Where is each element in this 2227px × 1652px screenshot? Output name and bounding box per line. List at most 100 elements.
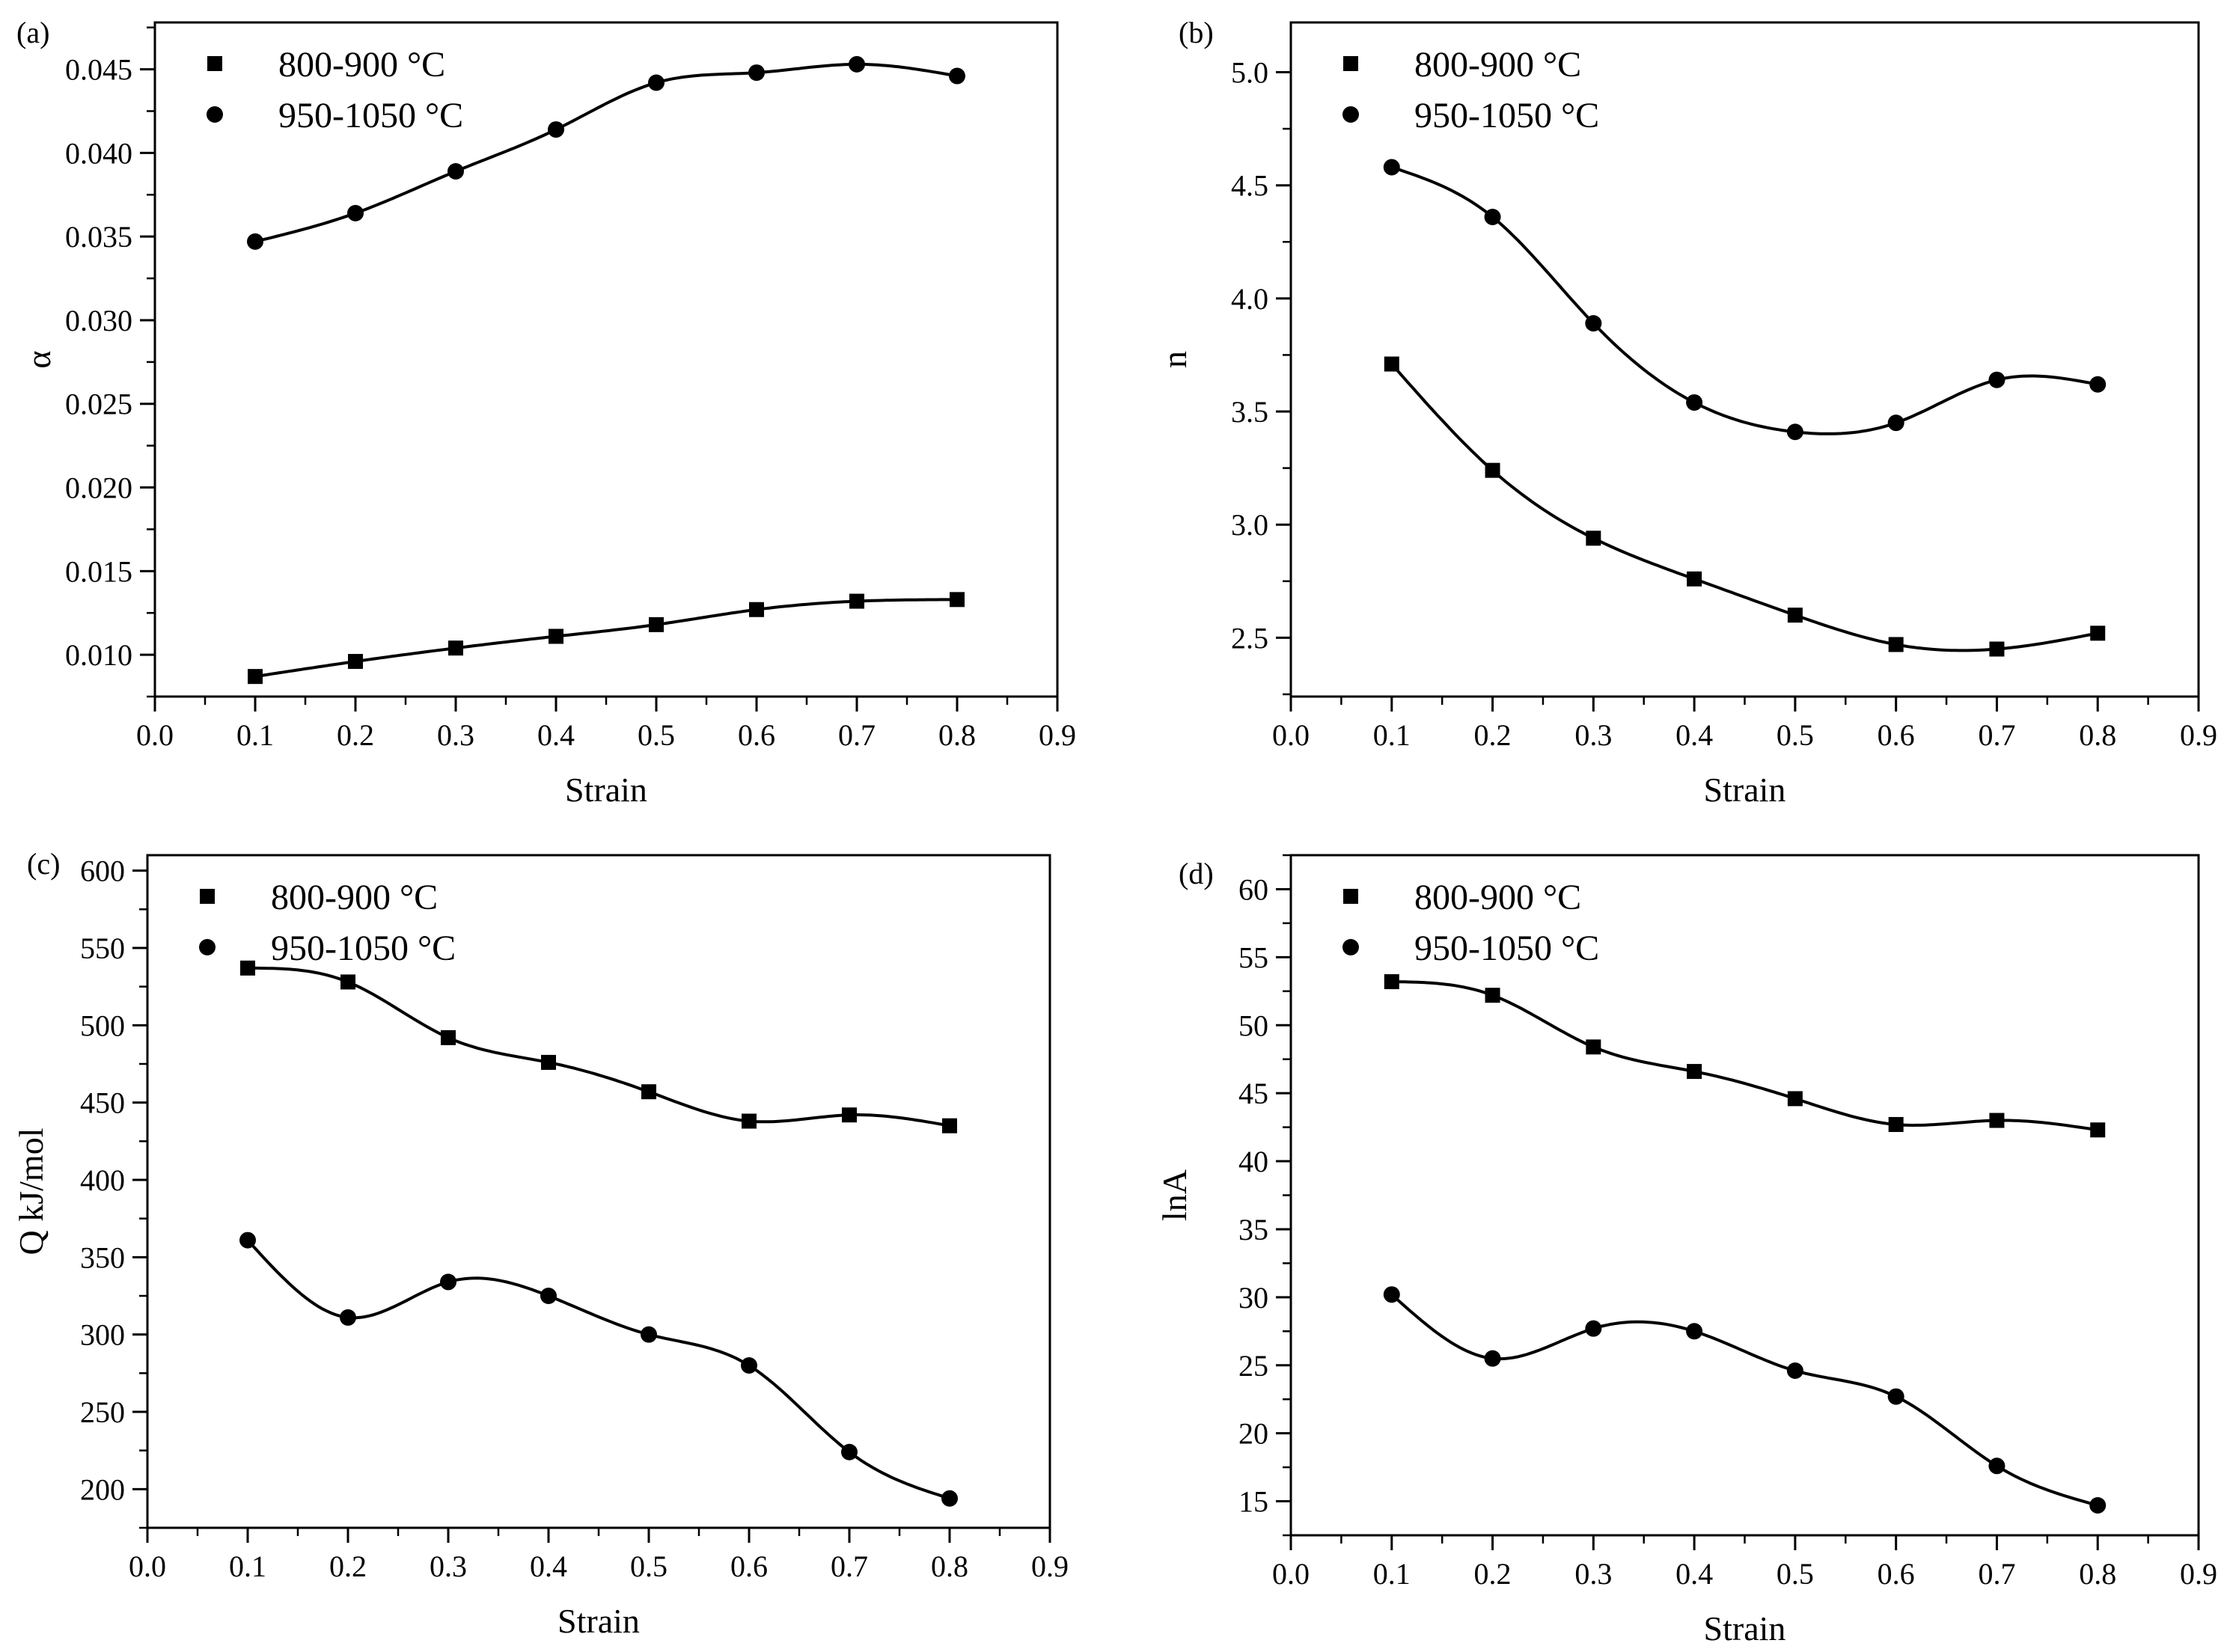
- data-point-circle: [1686, 394, 1703, 411]
- data-point-circle: [1786, 1362, 1803, 1380]
- y-tick-label: 400: [80, 1163, 125, 1197]
- data-point-circle: [1585, 315, 1602, 332]
- data-point-circle: [440, 1273, 456, 1291]
- data-point-circle: [748, 64, 765, 82]
- data-point-circle: [849, 55, 865, 73]
- data-point-square: [1787, 608, 1803, 623]
- data-point-square: [340, 974, 355, 990]
- y-tick-label: 2.5: [1231, 621, 1268, 655]
- data-point-square: [1586, 1039, 1601, 1055]
- y-tick-label: 35: [1238, 1213, 1268, 1246]
- y-tick-label: 500: [80, 1009, 125, 1042]
- data-point-circle: [941, 1490, 958, 1507]
- panel-label: (b): [1179, 16, 1214, 49]
- x-tick-label: 0.4: [530, 1549, 567, 1583]
- x-tick-label: 0.0: [136, 718, 174, 752]
- x-tick-label: 0.4: [1675, 1557, 1713, 1591]
- data-point-square: [749, 602, 764, 617]
- x-tick-label: 0.6: [730, 1549, 768, 1583]
- x-tick-label: 0.1: [236, 718, 274, 752]
- x-tick-label: 0.1: [1373, 718, 1411, 752]
- data-point-square: [641, 1084, 656, 1100]
- x-tick-label: 0.4: [1675, 718, 1713, 752]
- x-tick-label: 0.0: [129, 1549, 166, 1583]
- y-tick-label: 4.0: [1231, 282, 1268, 316]
- data-point-circle: [548, 121, 564, 138]
- data-point-square: [1384, 356, 1399, 372]
- data-point-circle: [347, 204, 364, 221]
- legend-marker-circle: [1342, 106, 1359, 123]
- data-point-circle: [641, 1326, 657, 1343]
- y-tick-label: 200: [80, 1472, 125, 1506]
- data-point-circle: [1988, 1457, 2005, 1475]
- x-tick-label: 0.8: [931, 1549, 968, 1583]
- data-point-circle: [2089, 376, 2107, 393]
- chart-panel-a: (a) 0.0 0.1 0.2 0.3 0.4 0.5 0.6 0.7 0.8 0.9 0.010 0.…: [16, 16, 1076, 809]
- data-point-square: [1989, 641, 2005, 657]
- y-tick-label: 60: [1238, 872, 1268, 906]
- x-tick-label: 0.8: [2079, 1557, 2116, 1591]
- data-point-square: [541, 1054, 556, 1070]
- x-tick-label: 0.5: [630, 1549, 668, 1583]
- data-point-square: [549, 628, 563, 644]
- y-tick-label: 0.040: [65, 136, 132, 170]
- data-point-square: [2090, 625, 2106, 641]
- fit-curve: [246, 1239, 950, 1500]
- y-tick-label: 0.020: [65, 471, 132, 505]
- y-axis-label: n: [1155, 351, 1194, 368]
- legend-label: 800-900 °C: [271, 878, 438, 917]
- x-tick-label: 0.1: [229, 1549, 266, 1583]
- x-tick-label: 0.6: [738, 718, 775, 752]
- x-tick-label: 0.6: [1878, 718, 1915, 752]
- y-tick-label: 20: [1238, 1417, 1268, 1451]
- legend-label: 800-900 °C: [278, 45, 445, 85]
- series-800-900: [1384, 356, 2106, 657]
- x-tick-label: 0.3: [430, 1549, 467, 1583]
- panel-label: (a): [16, 16, 49, 49]
- legend-label: 950-1050 °C: [278, 96, 463, 135]
- data-point-square: [942, 1118, 957, 1134]
- data-point-circle: [648, 74, 665, 91]
- y-tick-label: 300: [80, 1318, 125, 1352]
- data-point-square: [1485, 988, 1500, 1003]
- y-tick-label: 0.015: [65, 554, 132, 588]
- x-axis-label: Strain: [565, 771, 647, 809]
- x-tick-label: 0.0: [1272, 1557, 1310, 1591]
- y-tick-label: 3.5: [1231, 395, 1268, 429]
- chart-panel-b: (b) 0.0 0.1 0.2 0.3 0.4 0.5 0.6 0.7 0.8 0.9 2.5 3.0 3…: [1155, 16, 2217, 809]
- fit-curve: [254, 598, 958, 679]
- fit-curve: [254, 62, 958, 243]
- y-axis-label: lnA: [1155, 1169, 1194, 1221]
- data-point-square: [448, 640, 463, 656]
- data-point-circle: [447, 162, 464, 180]
- x-tick-label: 0.8: [2079, 718, 2116, 752]
- x-tick-label: 0.5: [1777, 718, 1814, 752]
- data-point-square: [441, 1030, 456, 1045]
- data-point-circle: [2089, 1497, 2107, 1514]
- y-tick-label: 550: [80, 931, 125, 965]
- data-point-square: [1888, 637, 1904, 652]
- data-point-circle: [1383, 159, 1400, 176]
- legend-label: 950-1050 °C: [271, 929, 456, 968]
- fit-curve: [1391, 980, 2098, 1132]
- series-800-900: [240, 960, 957, 1134]
- data-point-circle: [741, 1357, 757, 1374]
- y-tick-label: 30: [1238, 1281, 1268, 1315]
- data-point-circle: [1887, 1388, 1904, 1405]
- legend-label: 950-1050 °C: [1414, 96, 1599, 135]
- x-tick-label: 0.2: [1474, 1557, 1512, 1591]
- series-800-900: [1384, 974, 2106, 1138]
- legend-marker-circle: [207, 106, 223, 123]
- data-point-circle: [841, 1443, 858, 1460]
- data-point-circle: [1887, 414, 1904, 432]
- series-800-900: [248, 592, 965, 685]
- legend-marker-circle: [199, 939, 216, 955]
- fit-curve: [248, 966, 950, 1128]
- y-tick-label: 350: [80, 1240, 125, 1274]
- data-point-square: [1888, 1116, 1904, 1132]
- x-tick-label: 0.3: [1574, 1557, 1612, 1591]
- data-point-circle: [247, 233, 263, 250]
- x-tick-label: 0.6: [1878, 1557, 1915, 1591]
- y-tick-label: 0.035: [65, 220, 132, 254]
- data-point-square: [1687, 1064, 1702, 1080]
